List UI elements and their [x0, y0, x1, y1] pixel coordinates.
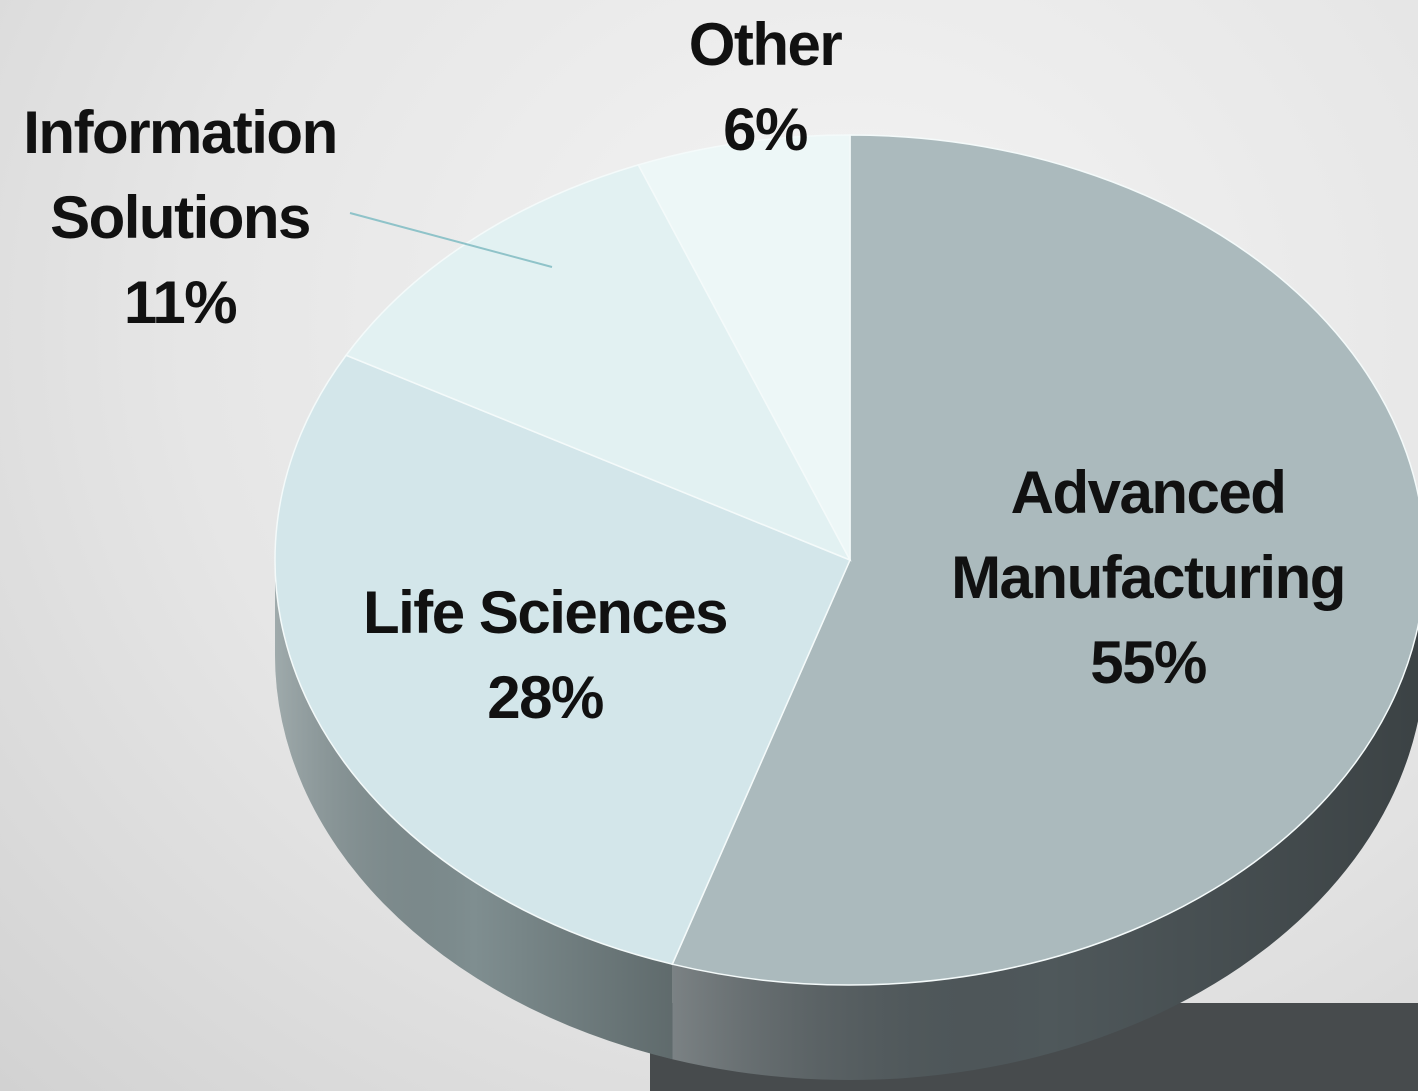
value-label: 11%	[123, 269, 238, 337]
category-name: Life Sciences	[362, 579, 729, 646]
value-label: 28%	[487, 664, 604, 732]
slice-label: Life Sciences 28%	[325, 570, 765, 740]
slice	[344, 163, 852, 562]
value-label: 55%	[1090, 629, 1207, 697]
slice	[637, 134, 851, 561]
slice-label: Information Solutions 11%	[0, 90, 370, 346]
value-label: 6%	[723, 96, 808, 164]
slice	[274, 354, 851, 966]
leader-line	[349, 212, 553, 268]
category-name: Other	[688, 11, 843, 78]
slice-label: Advanced Manufacturing 55%	[918, 450, 1378, 706]
slice-label: Other 6%	[655, 2, 875, 172]
side-shade	[672, 625, 1418, 1080]
pie-top	[274, 134, 1418, 986]
category-name: Advanced Manufacturing	[951, 459, 1346, 612]
side-shade	[275, 560, 673, 1060]
category-name: Information Solutions	[23, 99, 338, 252]
pie-sides	[275, 560, 1418, 1080]
